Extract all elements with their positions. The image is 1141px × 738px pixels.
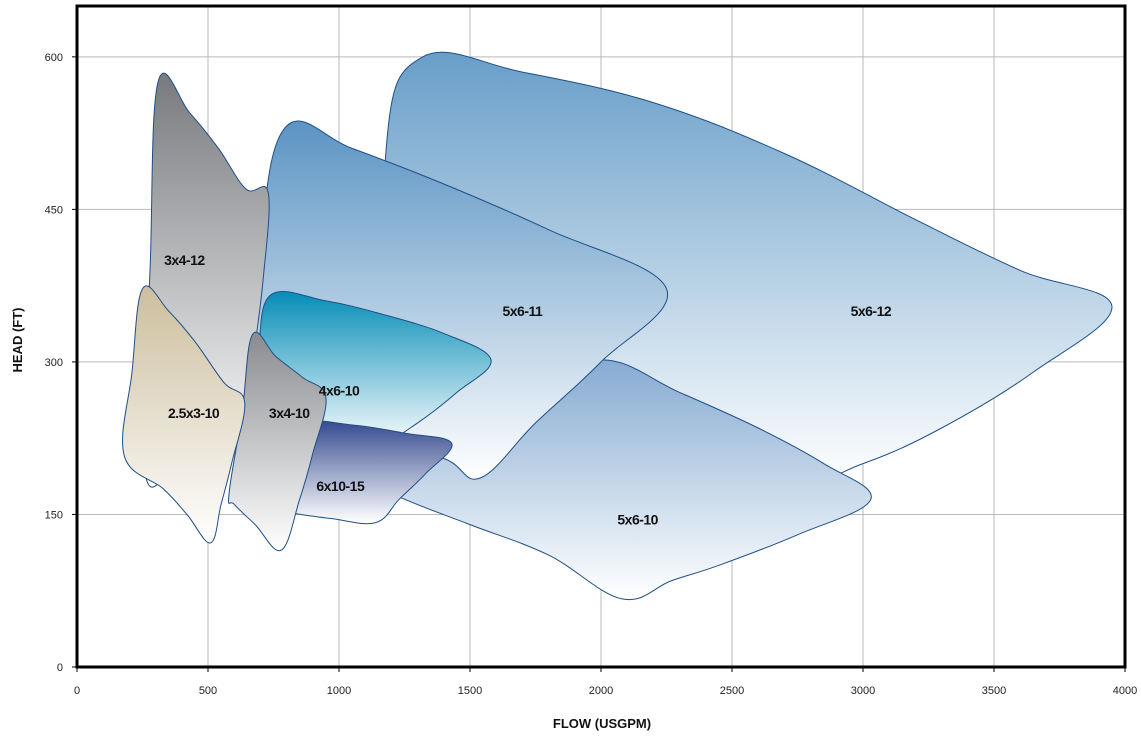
region-label-5x6-12: 5x6-12 — [851, 303, 892, 319]
x-tick-label: 2000 — [589, 685, 613, 697]
y-tick-label: 150 — [45, 509, 63, 521]
region-label-4x6-10: 4x6-10 — [319, 382, 360, 398]
y-axis-title: HEAD (FT) — [10, 308, 25, 373]
y-tick-label: 0 — [57, 662, 63, 674]
x-tick-label: 4000 — [1113, 685, 1137, 697]
x-axis-title: FLOW (USGPM) — [553, 716, 651, 731]
region-labels: 5x6-12 5x6-10 5x6-11 3x4-12 4x6-10 6x10-15 3x4… — [164, 252, 892, 527]
pump-regions — [122, 51, 1113, 601]
region-2.5x3-10 — [122, 285, 246, 544]
x-tick-label: 3000 — [851, 685, 875, 697]
x-tick-label: 0 — [74, 685, 80, 697]
region-label-3x4-12: 3x4-12 — [164, 252, 205, 268]
x-tick-label: 3500 — [982, 685, 1006, 697]
x-tick-label: 500 — [199, 685, 217, 697]
region-label-5x6-10: 5x6-10 — [617, 512, 658, 528]
y-tick-label: 600 — [45, 52, 63, 64]
x-tick-label: 1500 — [458, 685, 482, 697]
region-label-2.5x3-10: 2.5x3-10 — [168, 405, 220, 421]
y-tick-label: 450 — [45, 204, 63, 216]
region-label-6x10-15: 6x10-15 — [316, 478, 365, 494]
region-label-3x4-10: 3x4-10 — [269, 405, 310, 421]
region-label-5x6-11: 5x6-11 — [502, 303, 543, 319]
axis-ticks: 0 500 1000 1500 2000 2500 3000 3500 4000 0 150 300 4… — [45, 52, 1138, 697]
x-tick-label: 1000 — [327, 685, 351, 697]
y-tick-label: 300 — [45, 357, 63, 369]
region-3x4-10 — [228, 331, 327, 552]
x-tick-label: 2500 — [720, 685, 744, 697]
